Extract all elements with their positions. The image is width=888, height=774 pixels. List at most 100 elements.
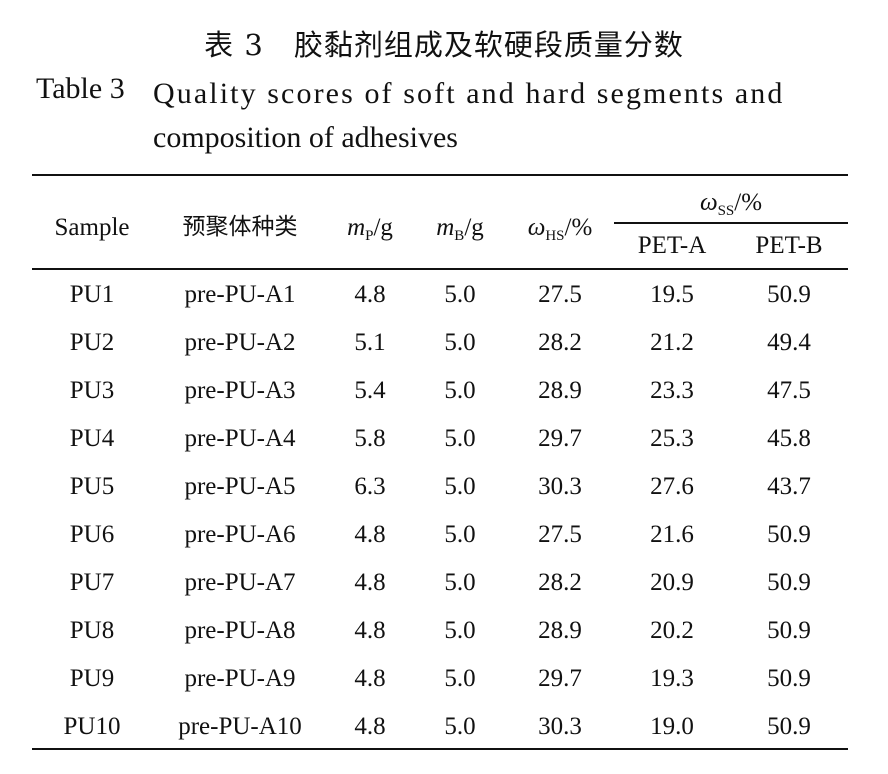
header-mb-sub: B bbox=[454, 228, 465, 244]
cell-mp: 4.8 bbox=[354, 521, 386, 548]
header-prepolymer: 预聚体种类 bbox=[182, 214, 298, 240]
cell-mb: 5.0 bbox=[444, 569, 476, 596]
cell-prepolymer: pre-PU-A7 bbox=[184, 569, 296, 596]
header-whs-unit: /% bbox=[564, 214, 593, 241]
header-mp-symbol: m bbox=[347, 214, 366, 241]
cell-pet-a: 19.3 bbox=[650, 665, 694, 692]
cell-pet-b: 45.8 bbox=[767, 425, 811, 452]
cell-mp: 5.8 bbox=[354, 425, 386, 452]
cell-prepolymer: pre-PU-A3 bbox=[184, 377, 296, 404]
cell-pet-a: 19.0 bbox=[650, 713, 694, 740]
header-wss-unit: /% bbox=[734, 189, 763, 216]
cell-mp: 6.3 bbox=[354, 473, 386, 500]
cell-pet-a: 20.9 bbox=[650, 569, 694, 596]
cell-mb: 5.0 bbox=[444, 281, 476, 308]
header-wss: ωSS/% bbox=[614, 188, 848, 219]
table-row: PU4 pre-PU-A4 5.8 5.0 29.7 25.3 45.8 bbox=[0, 424, 888, 472]
cell-sample: PU8 bbox=[69, 617, 115, 644]
cell-pet-a: 21.2 bbox=[650, 329, 694, 356]
table-top-rule bbox=[32, 174, 848, 176]
cell-sample: PU9 bbox=[69, 665, 115, 692]
cell-whs: 30.3 bbox=[538, 713, 582, 740]
header-wss-sub: SS bbox=[717, 203, 735, 219]
cell-pet-a: 19.5 bbox=[650, 281, 694, 308]
header-mp: mP/g bbox=[330, 213, 410, 244]
cell-pet-a: 25.3 bbox=[650, 425, 694, 452]
cell-sample: PU7 bbox=[69, 569, 115, 596]
cell-sample: PU10 bbox=[63, 713, 121, 740]
cell-pet-b: 50.9 bbox=[767, 665, 811, 692]
cell-mp: 4.8 bbox=[354, 281, 386, 308]
header-mb: mB/g bbox=[420, 213, 500, 244]
header-whs: ωHS/% bbox=[510, 213, 610, 244]
cell-mb: 5.0 bbox=[444, 521, 476, 548]
cell-pet-a: 21.6 bbox=[650, 521, 694, 548]
cell-sample: PU5 bbox=[69, 473, 115, 500]
header-pet-b: PET-B bbox=[755, 232, 823, 259]
header-mp-sub: P bbox=[365, 228, 374, 244]
cell-pet-a: 27.6 bbox=[650, 473, 694, 500]
table-bottom-rule bbox=[32, 748, 848, 750]
table-row: PU2 pre-PU-A2 5.1 5.0 28.2 21.2 49.4 bbox=[0, 328, 888, 376]
cell-mb: 5.0 bbox=[444, 377, 476, 404]
cell-sample: PU3 bbox=[69, 377, 115, 404]
cell-mp: 4.8 bbox=[354, 617, 386, 644]
cell-prepolymer: pre-PU-A5 bbox=[184, 473, 296, 500]
cell-mp: 4.8 bbox=[354, 713, 386, 740]
header-mp-unit: /g bbox=[373, 214, 393, 241]
table-title-en-line2: composition of adhesives bbox=[153, 121, 458, 154]
cell-pet-a: 20.2 bbox=[650, 617, 694, 644]
cell-whs: 28.9 bbox=[538, 377, 582, 404]
header-mb-symbol: m bbox=[436, 214, 455, 241]
table-row: PU10 pre-PU-A10 4.8 5.0 30.3 19.0 50.9 bbox=[0, 712, 888, 760]
cell-sample: PU6 bbox=[69, 521, 115, 548]
cell-whs: 28.2 bbox=[538, 569, 582, 596]
cell-pet-b: 43.7 bbox=[767, 473, 811, 500]
cell-pet-b: 49.4 bbox=[767, 329, 811, 356]
cell-mp: 5.4 bbox=[354, 377, 386, 404]
cell-whs: 28.2 bbox=[538, 329, 582, 356]
cell-prepolymer: pre-PU-A6 bbox=[184, 521, 296, 548]
table-subheader-rule bbox=[614, 222, 848, 224]
header-sample: Sample bbox=[54, 214, 130, 241]
cell-prepolymer: pre-PU-A9 bbox=[184, 665, 296, 692]
header-pet-a: PET-A bbox=[637, 232, 707, 259]
header-mb-unit: /g bbox=[464, 214, 484, 241]
table-row: PU8 pre-PU-A8 4.8 5.0 28.9 20.2 50.9 bbox=[0, 616, 888, 664]
cell-pet-a: 23.3 bbox=[650, 377, 694, 404]
table-title-cn: 表 3 胶黏剂组成及软硬段质量分数 bbox=[204, 28, 684, 62]
cell-pet-b: 50.9 bbox=[767, 521, 811, 548]
cell-mp: 5.1 bbox=[354, 329, 386, 356]
table-row: PU7 pre-PU-A7 4.8 5.0 28.2 20.9 50.9 bbox=[0, 568, 888, 616]
cell-prepolymer: pre-PU-A4 bbox=[184, 425, 296, 452]
header-wss-symbol: ω bbox=[699, 189, 718, 216]
table-title-en-line1: Quality scores of soft and hard segments… bbox=[153, 77, 785, 110]
cell-mb: 5.0 bbox=[444, 617, 476, 644]
cell-pet-b: 50.9 bbox=[767, 617, 811, 644]
table-title-en-label: Table 3 bbox=[36, 72, 125, 105]
table-row: PU1 pre-PU-A1 4.8 5.0 27.5 19.5 50.9 bbox=[0, 280, 888, 328]
cell-whs: 30.3 bbox=[538, 473, 582, 500]
cell-sample: PU4 bbox=[69, 425, 115, 452]
cell-prepolymer: pre-PU-A1 bbox=[184, 281, 296, 308]
table-row: PU5 pre-PU-A5 6.3 5.0 30.3 27.6 43.7 bbox=[0, 472, 888, 520]
cell-mb: 5.0 bbox=[444, 665, 476, 692]
cell-mb: 5.0 bbox=[444, 713, 476, 740]
cell-mp: 4.8 bbox=[354, 569, 386, 596]
header-whs-symbol: ω bbox=[527, 214, 546, 241]
table-title-en: Quality scores of soft and hard segments… bbox=[153, 72, 853, 160]
cell-prepolymer: pre-PU-A2 bbox=[184, 329, 296, 356]
header-whs-sub: HS bbox=[545, 228, 565, 244]
cell-prepolymer: pre-PU-A10 bbox=[178, 713, 302, 740]
table-row: PU9 pre-PU-A9 4.8 5.0 29.7 19.3 50.9 bbox=[0, 664, 888, 712]
cell-prepolymer: pre-PU-A8 bbox=[184, 617, 296, 644]
cell-sample: PU1 bbox=[69, 281, 115, 308]
cell-whs: 27.5 bbox=[538, 521, 582, 548]
cell-whs: 27.5 bbox=[538, 281, 582, 308]
cell-pet-b: 50.9 bbox=[767, 569, 811, 596]
cell-mp: 4.8 bbox=[354, 665, 386, 692]
cell-whs: 28.9 bbox=[538, 617, 582, 644]
cell-mb: 5.0 bbox=[444, 329, 476, 356]
table-row: PU6 pre-PU-A6 4.8 5.0 27.5 21.6 50.9 bbox=[0, 520, 888, 568]
cell-mb: 5.0 bbox=[444, 473, 476, 500]
